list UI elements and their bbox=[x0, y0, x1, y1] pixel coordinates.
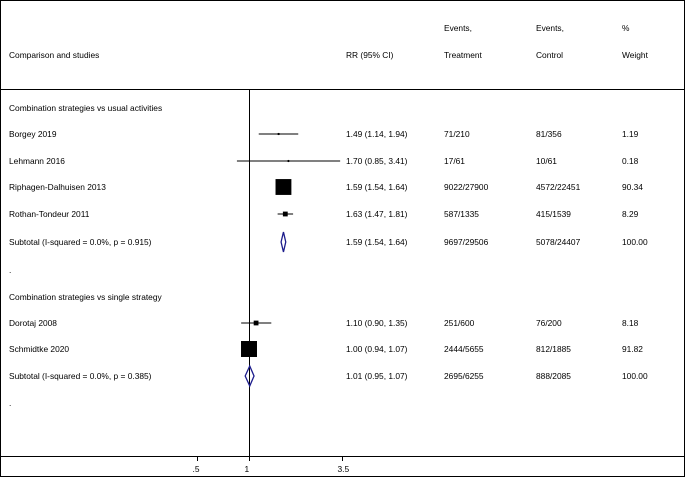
rr-ci-text: 1.00 (0.94, 1.07) bbox=[346, 344, 408, 354]
point-estimate bbox=[287, 159, 290, 163]
group-label: Combination strategies vs single strateg… bbox=[9, 292, 162, 302]
subtotal-label: Subtotal (I-squared = 0.0%, p = 0.915) bbox=[9, 237, 152, 247]
weight-text: 8.29 bbox=[622, 209, 639, 219]
header-events-treatment-line2: Treatment bbox=[444, 50, 482, 60]
subtotal-label: Subtotal (I-squared = 0.0%, p = 0.385) bbox=[9, 371, 152, 381]
events-control: 76/200 bbox=[536, 318, 562, 328]
weight-text: 100.00 bbox=[622, 371, 648, 381]
weight-text: 100.00 bbox=[622, 237, 648, 247]
study-label: Riphagen-Dalhuisen 2013 bbox=[9, 182, 106, 192]
header-events-control-line1: Events, bbox=[536, 23, 564, 33]
events-control: 888/2085 bbox=[536, 371, 571, 381]
x-axis-tick-label: 1 bbox=[244, 464, 250, 474]
weight-text: 8.18 bbox=[622, 318, 639, 328]
study-label: Rothan-Tondeur 2011 bbox=[9, 209, 90, 219]
spacer-dot: . bbox=[9, 265, 12, 275]
group-label: Combination strategies vs usual activiti… bbox=[9, 103, 163, 113]
header-events-control-line2: Control bbox=[536, 50, 563, 60]
events-control: 812/1885 bbox=[536, 344, 571, 354]
events-control: 10/61 bbox=[536, 156, 557, 166]
point-estimate bbox=[247, 347, 251, 351]
events-control: 81/356 bbox=[536, 129, 562, 139]
rr-ci-text: 1.63 (1.47, 1.81) bbox=[346, 209, 408, 219]
point-estimate bbox=[284, 212, 287, 216]
point-estimate bbox=[282, 185, 285, 189]
events-treatment: 251/600 bbox=[444, 318, 475, 328]
weight-text: 1.19 bbox=[622, 129, 639, 139]
header-weight-line2: Weight bbox=[622, 50, 648, 60]
header-studies: Comparison and studies bbox=[9, 50, 100, 60]
header-events-treatment-line1: Events, bbox=[444, 23, 472, 33]
study-label: Borgey 2019 bbox=[9, 129, 57, 139]
events-treatment: 2695/6255 bbox=[444, 371, 484, 381]
rr-ci-text: 1.59 (1.54, 1.64) bbox=[346, 182, 408, 192]
events-treatment: 71/210 bbox=[444, 129, 470, 139]
events-control: 415/1539 bbox=[536, 209, 571, 219]
rr-ci-text: 1.10 (0.90, 1.35) bbox=[346, 318, 408, 328]
events-control: 5078/24407 bbox=[536, 237, 581, 247]
events-treatment: 17/61 bbox=[444, 156, 465, 166]
events-treatment: 9022/27900 bbox=[444, 182, 489, 192]
study-label: Lehmann 2016 bbox=[9, 156, 65, 166]
header-weight-line1: % bbox=[622, 23, 630, 33]
rr-ci-text: 1.01 (0.95, 1.07) bbox=[346, 371, 408, 381]
rr-ci-text: 1.70 (0.85, 3.41) bbox=[346, 156, 408, 166]
study-label: Schmidtke 2020 bbox=[9, 344, 70, 354]
x-axis-tick-label: 3.5 bbox=[337, 464, 350, 474]
rr-ci-text: 1.59 (1.54, 1.64) bbox=[346, 237, 408, 247]
rr-ci-text: 1.49 (1.14, 1.94) bbox=[346, 129, 408, 139]
point-estimate bbox=[277, 132, 280, 136]
header-rr: RR (95% CI) bbox=[346, 50, 394, 60]
spacer-dot: . bbox=[9, 398, 12, 408]
subtotal-diamond bbox=[244, 364, 255, 388]
subtotal-diamond bbox=[280, 231, 287, 253]
weight-text: 91.82 bbox=[622, 344, 643, 354]
point-estimate bbox=[254, 321, 258, 325]
events-treatment: 587/1335 bbox=[444, 209, 479, 219]
weight-text: 0.18 bbox=[622, 156, 639, 166]
study-label: Dorotaj 2008 bbox=[9, 318, 57, 328]
events-control: 4572/22451 bbox=[536, 182, 581, 192]
events-treatment: 2444/5655 bbox=[444, 344, 484, 354]
events-treatment: 9697/29506 bbox=[444, 237, 489, 247]
x-axis-tick-label: .5 bbox=[192, 464, 200, 474]
weight-text: 90.34 bbox=[622, 182, 643, 192]
